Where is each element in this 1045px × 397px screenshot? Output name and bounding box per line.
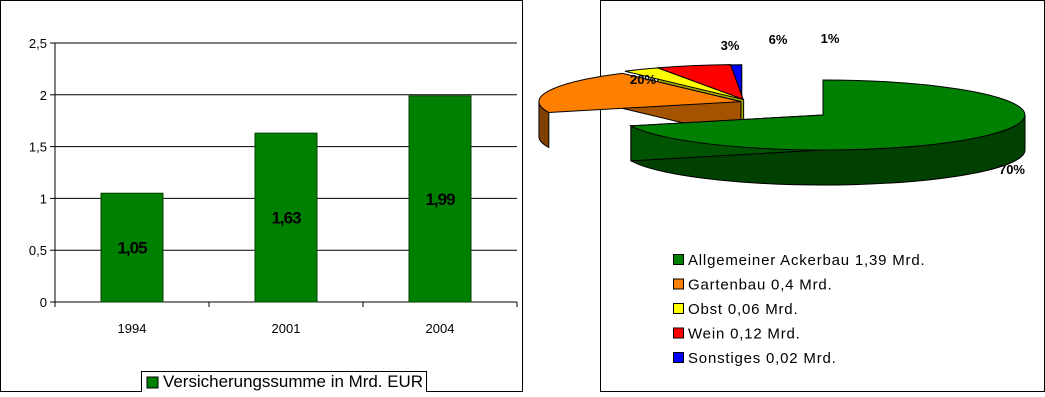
x-tick-label: 1994 [118,321,147,336]
pie-legend-label: Sonstiges 0,02 Mrd. [688,350,837,367]
y-tick-label: 2 [40,88,47,103]
bar-data-label: 1,05 [117,239,147,258]
pie-legend-label: Allgemeiner Ackerbau 1,39 Mrd. [688,252,925,269]
bar [408,95,472,303]
bar-legend-label: Versicherungssumme in Mrd. EUR [163,372,423,391]
y-tick-label: 2,5 [29,36,47,51]
pie-chart-legend: Allgemeiner Ackerbau 1,39 Mrd. Gartenbau … [673,252,925,367]
pie-slice [629,79,1026,151]
bar [254,132,318,303]
y-tick-label: 1,5 [29,140,47,155]
pie-legend-swatch [673,303,684,314]
pie-legend-label: Wein 0,12 Mrd. [688,326,801,343]
pie-chart-slices [538,64,1026,186]
pie-legend-swatch [673,352,684,363]
pie-chart-frame [600,0,1045,392]
pie-slice-label: 20% [630,72,656,87]
pie-legend-swatch [673,254,684,265]
pie-slice-label: 6% [769,32,788,47]
pie-legend-swatch [673,278,684,290]
y-tick-label: 1 [40,191,47,206]
bar-data-label: 1,63 [271,209,301,228]
bar-data-label: 1,99 [425,190,455,209]
bar-chart-bars: 1,05 1,63 1,99 [100,95,472,303]
y-tick-label: 0,5 [29,243,47,258]
pie-slice-label: 1% [821,31,840,46]
pie-legend-label: Gartenbau 0,4 Mrd. [688,277,832,294]
x-tick-label: 2004 [426,321,455,336]
pie-legend-label: Obst 0,06 Mrd. [688,301,798,318]
pie-legend-swatch [673,327,684,339]
pie-chart-labels: 70% 20% 3% 6% 1% [630,31,1025,177]
bar-legend-swatch [146,376,159,389]
pie-slice-label: 70% [999,162,1025,177]
pie-slice [538,72,742,113]
y-tick-label: 0 [40,295,47,310]
pie-slice [624,67,744,101]
bar-chart-legend: Versicherungssumme in Mrd. EUR [141,371,427,396]
bar [100,192,164,303]
x-tick-label: 2001 [272,321,301,336]
pie-slice-label: 3% [721,38,740,53]
